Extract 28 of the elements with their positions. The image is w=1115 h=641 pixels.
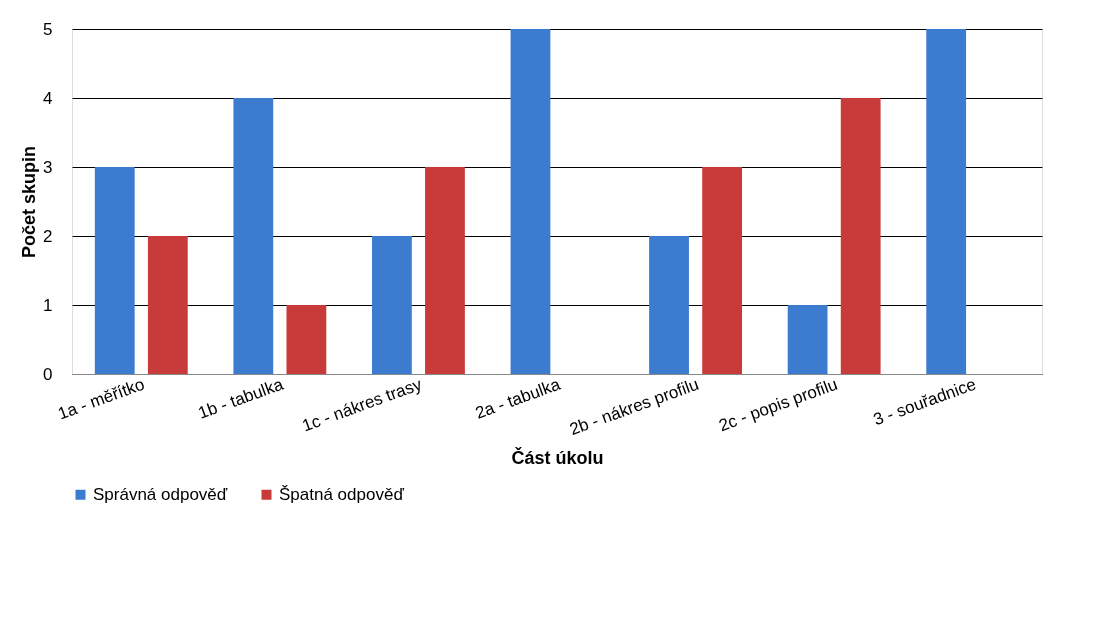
legend-label: Správná odpověď (93, 484, 228, 504)
legend-label: Špatná odpověď (279, 484, 405, 504)
bar (94, 167, 135, 374)
bar (286, 305, 327, 374)
y-tick-label: 4 (43, 88, 53, 108)
y-tick-label: 0 (43, 364, 53, 384)
bar (425, 167, 465, 374)
y-tick-label: 5 (43, 19, 53, 39)
x-axis-title: Část úkolu (511, 447, 604, 469)
y-axis-title: Počet skupin (19, 145, 40, 259)
y-tick-label: 3 (43, 157, 53, 177)
y-tick-label: 2 (43, 226, 53, 246)
bar (787, 305, 828, 374)
bar (233, 98, 274, 374)
y-tick-label: 1 (43, 295, 53, 315)
x-tick-label: 1c - nákres trasy (299, 374, 425, 436)
bar (840, 98, 881, 374)
x-tick-label: 2b - nákres profilu (567, 374, 702, 440)
bar (371, 236, 412, 374)
x-tick-label: 1b - tabulka (195, 374, 287, 423)
bar (649, 236, 689, 374)
x-tick-label: 1a - měřítko (55, 374, 148, 424)
bar (926, 29, 967, 374)
bar (147, 236, 188, 374)
bar (702, 167, 743, 374)
x-tick-label: 2a - tabulka (472, 374, 564, 423)
bar (510, 29, 551, 374)
x-tick-label: 2c - popis profilu (716, 374, 840, 436)
